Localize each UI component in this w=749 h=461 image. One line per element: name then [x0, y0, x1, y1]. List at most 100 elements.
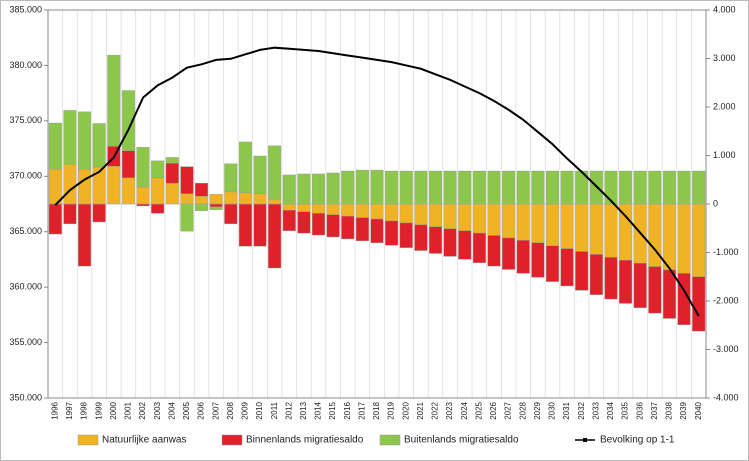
- x-tick-label: 2038: [665, 401, 674, 419]
- x-tick-label: 2014: [314, 401, 323, 419]
- bar-segment: [121, 150, 135, 179]
- bar-segment: [633, 170, 647, 205]
- bar-segment: [195, 182, 209, 197]
- bar-segment: [312, 213, 326, 236]
- bar-segment: [78, 168, 92, 205]
- x-tick-label: 2024: [460, 401, 469, 419]
- x-tick-label: 2009: [241, 401, 250, 419]
- bar-segment: [165, 157, 179, 164]
- bar-segment: [209, 206, 223, 211]
- bar-segment: [385, 203, 399, 222]
- bar-segment: [560, 203, 574, 249]
- bar-segment: [589, 254, 603, 295]
- bar-segment: [136, 186, 150, 205]
- bar-segment: [48, 203, 62, 235]
- legend-label: Binnenlands migratiesaldo: [246, 435, 364, 446]
- bar-segment: [268, 198, 282, 205]
- bar-segment: [575, 203, 589, 252]
- x-tick-label: 2023: [445, 401, 454, 419]
- bar-segment: [151, 177, 165, 205]
- x-tick-label: 2029: [533, 401, 542, 419]
- legend: Natuurlijke aanwas Binnenlands migratiesa…: [77, 434, 675, 446]
- bar-segment: [370, 218, 384, 244]
- bar-segment: [648, 170, 662, 205]
- bar-segment: [107, 54, 121, 147]
- bar-segment: [78, 111, 92, 170]
- bar-segment: [487, 235, 501, 267]
- bar-segment: [312, 203, 326, 214]
- bar-segment: [282, 203, 296, 211]
- bar-segment: [92, 203, 106, 223]
- x-tick-label: 2013: [299, 401, 308, 419]
- y-tick-label: 385.000: [9, 4, 42, 14]
- bar-segment: [443, 228, 457, 257]
- y2-tick-label: 1.000: [713, 150, 736, 160]
- x-tick-label: 2001: [124, 401, 133, 419]
- y2-tick-label: -1.000: [713, 247, 739, 257]
- bar-segment: [516, 203, 530, 241]
- bar-segment: [151, 203, 165, 214]
- x-tick-label: 2022: [431, 401, 440, 419]
- x-tick-label: 2031: [562, 401, 571, 419]
- bar-segment: [575, 251, 589, 291]
- bar-segment: [165, 163, 179, 184]
- bar-segment: [604, 170, 618, 205]
- bar-segment: [677, 170, 691, 205]
- bar-segment: [414, 224, 428, 251]
- bar-segment: [545, 203, 559, 246]
- x-tick-label: 2039: [679, 401, 688, 419]
- x-tick-label: 2016: [343, 401, 352, 419]
- bar-segment: [560, 170, 574, 205]
- x-tick-label: 2018: [372, 401, 381, 419]
- bar-segment: [224, 203, 238, 225]
- bar-segment: [502, 203, 516, 239]
- bar-segment: [297, 203, 311, 212]
- bar-segment: [487, 203, 501, 236]
- bar-segment: [414, 203, 428, 226]
- x-tick-label: 2015: [328, 401, 337, 419]
- bar-segment: [472, 170, 486, 205]
- bar-segment: [458, 203, 472, 231]
- x-tick-label: 2004: [167, 401, 176, 419]
- bar-segment: [443, 203, 457, 229]
- bar-segment: [297, 211, 311, 234]
- y2-tick-label: 0: [713, 198, 718, 208]
- y-tick-label: 380.000: [9, 60, 42, 70]
- x-tick-label: 2003: [153, 401, 162, 419]
- bar-segment: [502, 170, 516, 205]
- bar-segment: [443, 170, 457, 205]
- legend-swatch: [379, 434, 401, 446]
- x-tick-label: 2028: [518, 401, 527, 419]
- bar-segment: [355, 169, 369, 205]
- bar-segment: [326, 214, 340, 238]
- bar-segment: [662, 170, 676, 205]
- x-tick-label: 2033: [591, 401, 600, 419]
- bar-segment: [531, 242, 545, 278]
- bar-segment: [531, 203, 545, 243]
- x-tick-label: 2019: [387, 401, 396, 419]
- x-tick-label: 2008: [226, 401, 235, 419]
- bar-segment: [545, 245, 559, 282]
- bar-segment: [472, 232, 486, 263]
- legend-label: Buitenlands migratiesaldo: [404, 435, 519, 446]
- bar-segment: [136, 147, 150, 188]
- bar-segment: [428, 226, 442, 254]
- bar-segment: [92, 123, 106, 168]
- x-tick-label: 1997: [65, 401, 74, 419]
- bar-segment: [370, 203, 384, 220]
- x-tick-label: 2002: [138, 401, 147, 419]
- bar-segment: [224, 163, 238, 193]
- x-tick-label: 2010: [255, 401, 264, 419]
- y-tick-label: 370.000: [9, 171, 42, 181]
- y-tick-label: 355.000: [9, 337, 42, 347]
- bar-segment: [238, 141, 252, 194]
- x-tick-label: 2040: [694, 401, 703, 419]
- bar-segment: [355, 217, 369, 242]
- bar-segment: [662, 269, 676, 319]
- x-tick-label: 1998: [80, 401, 89, 419]
- x-tick-label: 2030: [548, 401, 557, 419]
- x-tick-label: 2025: [474, 401, 483, 419]
- bar-segment: [48, 168, 62, 205]
- bar-segment: [107, 165, 121, 205]
